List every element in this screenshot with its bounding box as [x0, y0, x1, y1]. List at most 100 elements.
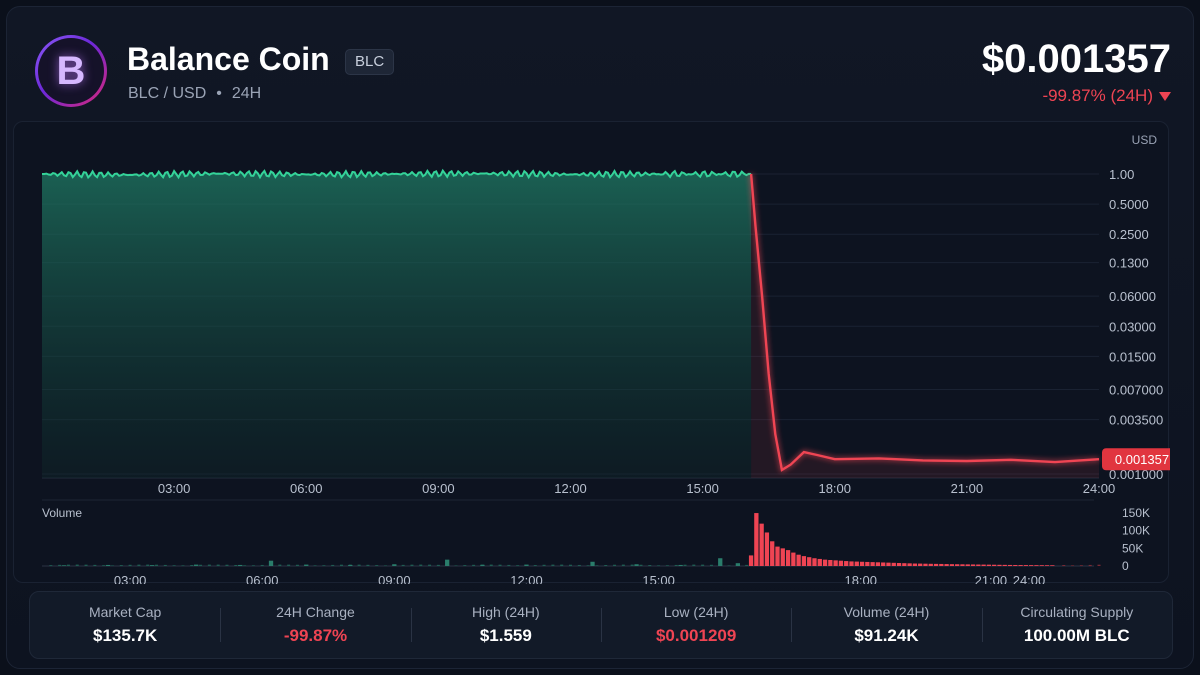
- volume-bar: [604, 564, 608, 566]
- volume-bar: [66, 564, 70, 566]
- volume-bar: [172, 565, 176, 566]
- volume-bar: [822, 559, 828, 566]
- volume-title: Volume: [42, 506, 82, 520]
- volume-bar: [498, 564, 502, 566]
- volume-bar: [674, 564, 678, 566]
- volume-bar: [357, 564, 361, 566]
- volume-bar: [238, 564, 243, 566]
- volume-bar: [207, 564, 211, 566]
- volume-bar: [234, 564, 238, 566]
- volume-bar: [155, 564, 159, 566]
- timeframe[interactable]: 24H: [231, 85, 262, 102]
- volume-bar: [392, 564, 397, 566]
- volume-bar: [322, 565, 326, 566]
- volume-bar: [445, 559, 450, 566]
- volume-bar: [1044, 565, 1050, 566]
- volume-bar: [965, 564, 970, 566]
- volume-bar: [533, 565, 537, 566]
- y-tick-label: 0.03000: [1109, 319, 1156, 334]
- volume-bar: [384, 565, 388, 566]
- volume-bar: [181, 565, 185, 566]
- volume-bar: [524, 564, 529, 566]
- volume-bar: [692, 564, 696, 566]
- volume-bar: [748, 555, 754, 566]
- x-tick-label: 18:00: [818, 481, 851, 496]
- volume-bar: [812, 558, 817, 566]
- volume-bar: [944, 564, 949, 566]
- volume-bar: [801, 556, 807, 566]
- volume-bar: [551, 564, 555, 566]
- price-change: -99.87% (24H): [1042, 86, 1171, 106]
- x-tick-label: 21:00: [951, 481, 984, 496]
- volume-bar: [891, 562, 896, 566]
- volume-bar: [770, 541, 775, 566]
- volume-bar: [102, 565, 106, 566]
- volume-bar: [718, 558, 723, 566]
- stat-1: 24H Change -99.87%: [220, 592, 410, 658]
- volume-bar: [516, 565, 520, 566]
- price-chart[interactable]: USD 1.00 0.5000 0.2500 0.1300 0.06000 0.03000 0…: [14, 122, 1170, 584]
- price-area-fill: [42, 170, 752, 478]
- separator-dot: •: [216, 85, 222, 102]
- volume-bar: [634, 564, 639, 566]
- trading-pair: BLC / USD: [128, 85, 207, 102]
- volume-bar: [1079, 565, 1083, 566]
- volume-bar: [61, 565, 67, 566]
- volume-bar: [454, 565, 458, 566]
- volume-bar: [331, 564, 335, 566]
- volume-bar: [58, 564, 62, 566]
- stat-label: Circulating Supply: [1020, 604, 1134, 620]
- volume-bar: [912, 563, 918, 566]
- stat-0: Market Cap $135.7K: [30, 592, 220, 658]
- volume-bar: [949, 564, 955, 566]
- stat-label: Volume (24H): [843, 604, 930, 620]
- volume-bar: [1018, 565, 1023, 566]
- volume-bar: [844, 561, 849, 566]
- price-change-value: -99.87% (24H): [1042, 86, 1153, 105]
- volume-y-tick: 150K: [1122, 506, 1150, 520]
- volume-bar: [960, 564, 965, 566]
- volume-bar: [507, 564, 511, 566]
- ticker-badge: BLC: [345, 49, 395, 75]
- stat-value: $1.559: [479, 626, 532, 645]
- volume-bar: [896, 563, 902, 566]
- volume-bar: [849, 561, 854, 566]
- volume-bar: [754, 513, 759, 566]
- volume-x-tick: 12:00: [510, 573, 543, 584]
- stat-label: High (24H): [471, 604, 540, 620]
- volume-bar: [410, 564, 414, 566]
- volume-bar: [260, 564, 264, 566]
- volume-bar: [243, 565, 247, 566]
- volume-bar: [84, 564, 88, 566]
- volume-bar: [590, 561, 595, 566]
- y-tick-label: 0.001000: [1109, 467, 1163, 482]
- y-tick-label: 0.06000: [1109, 289, 1156, 304]
- stat-value: $135.7K: [93, 626, 158, 645]
- x-tick-label: 06:00: [290, 481, 323, 496]
- volume-bar: [216, 564, 220, 566]
- volume-bar: [639, 564, 643, 566]
- stat-value: 100.00M BLC: [1023, 626, 1130, 645]
- volume-bar: [807, 557, 812, 566]
- volume-bar: [759, 523, 764, 566]
- x-tick-label: 03:00: [158, 481, 191, 496]
- volume-bar: [348, 564, 353, 566]
- volume-bar: [119, 565, 123, 566]
- volume-bar: [648, 564, 652, 566]
- volume-bar: [1071, 565, 1075, 566]
- volume-bar: [577, 564, 581, 566]
- volume-bar: [1034, 565, 1039, 566]
- volume-bar: [595, 565, 599, 566]
- chart-panel[interactable]: USD 1.00 0.5000 0.2500 0.1300 0.06000 0.03000 0…: [13, 121, 1170, 584]
- coin-logo: B: [35, 35, 107, 107]
- volume-bar: [268, 560, 274, 566]
- logo-letter: B: [38, 38, 104, 104]
- volume-bar: [251, 565, 255, 566]
- volume-x-tick: 03:00: [114, 573, 147, 584]
- volume-x-tick: 15:00: [642, 573, 675, 584]
- volume-bar: [560, 564, 564, 566]
- volume-bar: [621, 564, 625, 566]
- stat-4: Volume (24H) $91.24K: [791, 592, 981, 658]
- volume-bar: [163, 564, 167, 566]
- volume-bar: [419, 564, 423, 566]
